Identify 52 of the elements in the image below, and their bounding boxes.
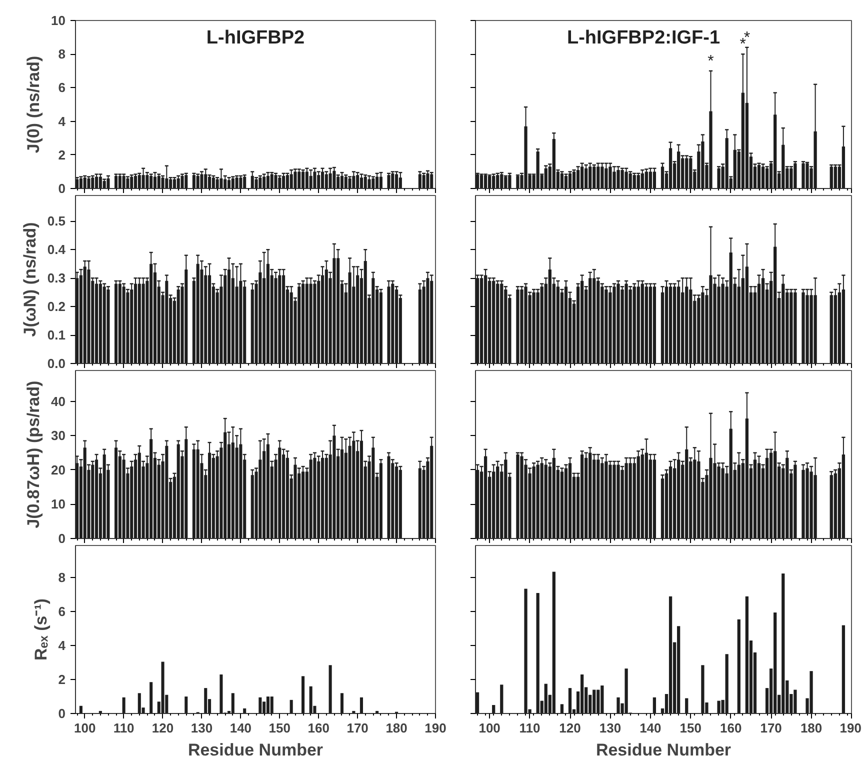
y-tick-label: 10: [51, 496, 66, 512]
y-tick-label: 0: [58, 706, 66, 721]
x-tick-label: 130: [190, 720, 213, 736]
y-tick-label: 0.4: [47, 242, 66, 258]
x-tick-label: 130: [599, 720, 622, 736]
y-tick-label: 0.3: [47, 270, 66, 286]
y-tick-label: 10: [51, 13, 66, 28]
y-axis-title: J(0.87ωH) (ps/rad): [24, 380, 44, 528]
y-tick-label: 8: [58, 570, 66, 586]
y-tick-label: 8: [58, 46, 66, 62]
x-axis-title: Residue Number: [596, 740, 732, 760]
y-tick-label: 0.5: [47, 214, 66, 229]
x-tick-label: 190: [840, 720, 862, 736]
y-tick-label: 4: [58, 638, 66, 654]
y-tick-label: 0.1: [47, 328, 66, 343]
x-tick-label: 120: [559, 720, 581, 736]
x-tick-label: 140: [640, 720, 662, 736]
x-tick-label: 180: [800, 720, 822, 736]
x-tick-label: 100: [478, 720, 500, 736]
y-tick-label: 2: [58, 147, 66, 162]
y-tick-label: 20: [51, 462, 66, 478]
x-tick-label: 180: [386, 720, 408, 736]
x-axis-title: Residue Number: [188, 740, 324, 760]
y-tick-label: 4: [58, 114, 66, 129]
y-tick-label: 6: [58, 80, 66, 96]
y-tick-label: 6: [58, 604, 66, 620]
x-tick-label: 190: [424, 720, 446, 736]
x-tick-label: 160: [720, 720, 742, 736]
x-tick-label: 150: [680, 720, 702, 736]
chart-title: L-hIGFBP2:IGF-1: [566, 28, 720, 48]
y-tick-label: 30: [51, 428, 66, 444]
y-axis-title: J(ωN) (ns/rad): [20, 222, 40, 337]
x-tick-label: 110: [519, 720, 540, 736]
x-tick-label: 170: [760, 720, 782, 736]
y-axis-title: Rₑₓ (s⁻¹): [31, 598, 50, 661]
x-tick-label: 120: [152, 720, 174, 736]
chart-title: L-hIGFBP2: [206, 28, 305, 48]
x-tick-label: 170: [346, 720, 368, 736]
y-tick-label: 0: [58, 531, 66, 546]
x-tick-label: 100: [74, 720, 96, 736]
x-tick-label: 160: [308, 720, 330, 736]
x-tick-label: 140: [230, 720, 252, 736]
annotation: *: [708, 52, 714, 70]
y-tick-label: 0.0: [47, 356, 66, 371]
y-tick-label: 0.2: [47, 299, 66, 314]
x-tick-label: 150: [268, 720, 291, 736]
y-tick-label: 0: [58, 181, 66, 196]
y-axis-title: J(0) (ns/rad): [24, 56, 44, 154]
annotation: *: [740, 36, 746, 54]
x-tick-label: 110: [113, 720, 134, 736]
y-tick-label: 40: [51, 394, 66, 409]
y-tick-label: 2: [58, 672, 66, 688]
